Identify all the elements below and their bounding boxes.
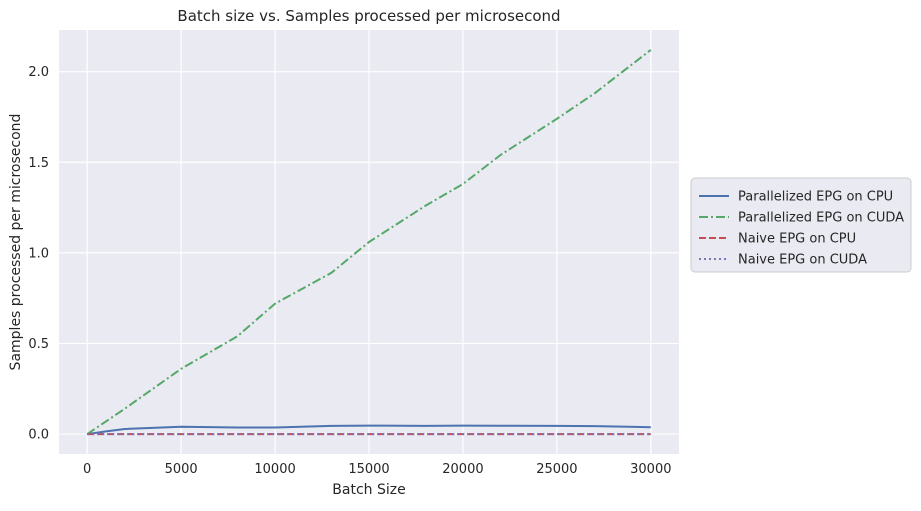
y-tick-label: 0.5 [28,337,49,352]
legend: Parallelized EPG on CPU Parallelized EPG … [690,177,912,273]
y-axis-label: Samples processed per microsecond [8,114,24,371]
x-tick-label: 25000 [536,462,577,477]
legend-label-3: Naive EPG on CUDA [738,253,867,268]
x-tick-label: 5000 [165,462,198,477]
x-tick-labels: 0 5000 10000 15000 20000 25000 30000 [83,462,671,477]
legend-label-2: Naive EPG on CPU [738,232,856,247]
y-tick-label: 1.5 [28,156,49,171]
y-tick-label: 1.0 [28,246,49,261]
legend-label-0: Parallelized EPG on CPU [738,190,893,205]
chart-title: Batch size vs. Samples processed per mic… [177,7,560,25]
y-tick-label: 2.0 [28,65,49,80]
y-tick-label: 0.0 [28,428,49,443]
series-line-0 [87,424,651,436]
legend-label-1: Parallelized EPG on CUDA [738,211,904,226]
x-tick-label: 10000 [254,462,295,477]
x-tick-label: 15000 [348,462,389,477]
x-tick-label: 20000 [442,462,483,477]
legend-box [690,177,912,273]
x-axis-label: Batch Size [332,482,405,498]
series-line-1 [86,49,652,435]
x-tick-label: 0 [83,462,91,477]
x-tick-label: 30000 [630,462,671,477]
y-tick-labels: 0.0 0.5 1.0 1.5 2.0 [28,65,49,442]
series-lines [86,49,652,436]
